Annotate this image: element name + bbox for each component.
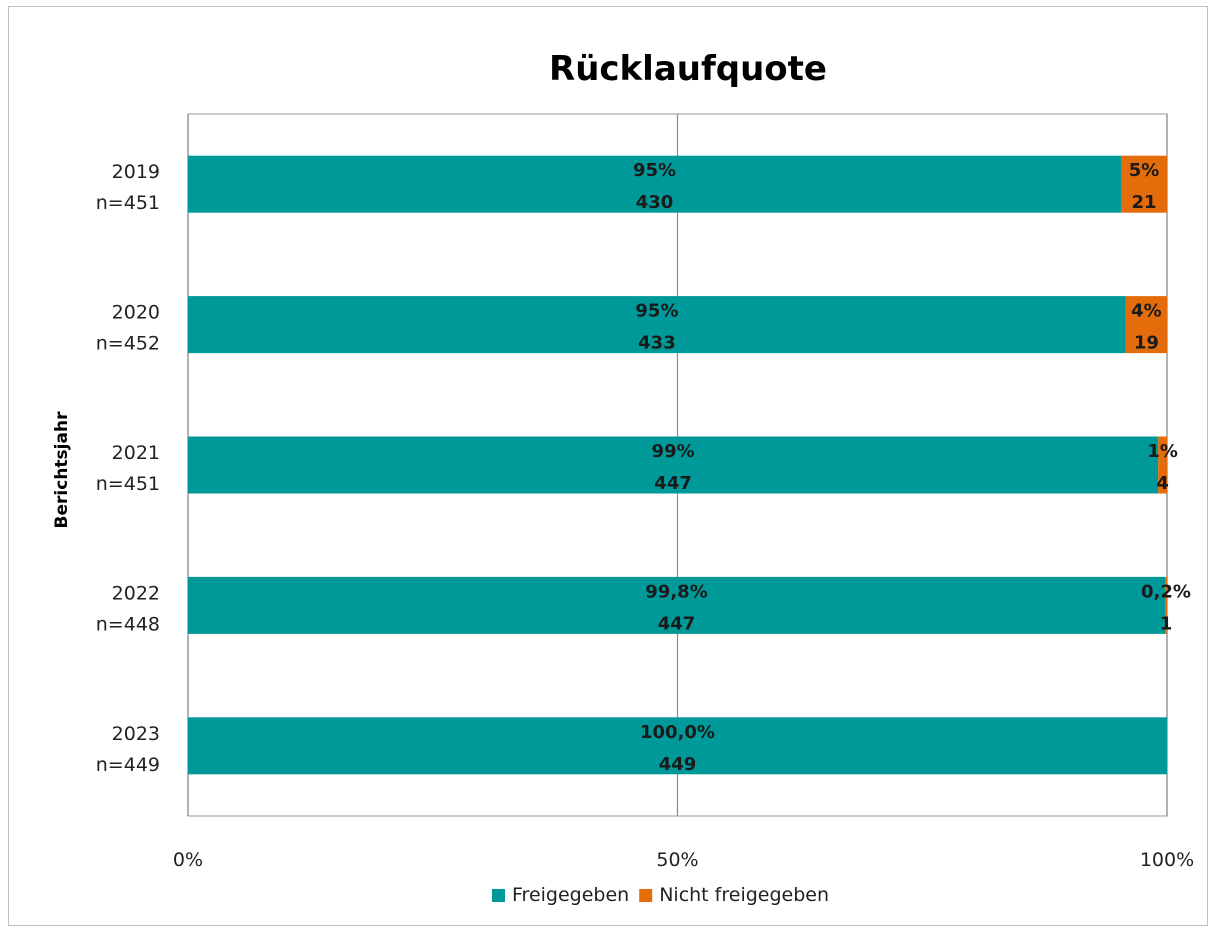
data-label-percent: 1%: [1147, 441, 1178, 462]
legend-label: Freigegeben: [512, 884, 629, 906]
data-label-count: 430: [636, 192, 674, 213]
category-labels: 2019 n=451 2020 n=452 2021 n=451 2022 n=448 2023…: [96, 161, 160, 776]
data-label-count: 1: [1160, 613, 1173, 634]
data-label-count: 21: [1131, 192, 1156, 213]
category-label-year: 2022: [112, 582, 160, 604]
data-label-percent: 95%: [635, 301, 678, 322]
chart-title: Rücklaufquote: [549, 49, 827, 89]
x-tick-label: 0%: [173, 849, 203, 871]
legend: Freigegeben Nicht freigegeben: [492, 884, 829, 906]
data-label-percent: 99%: [652, 441, 695, 462]
category-label-n: n=452: [96, 333, 160, 355]
bars: [188, 155, 1167, 775]
legend-swatch: [639, 889, 653, 902]
data-label-percent: 0,2%: [1141, 581, 1191, 602]
x-tick-label: 100%: [1140, 849, 1194, 871]
category-label-year: 2020: [112, 302, 160, 324]
category-label-n: n=449: [96, 754, 160, 776]
data-label-count: 4: [1156, 473, 1169, 494]
data-label-percent: 95%: [633, 160, 676, 181]
bar-nicht-freigegeben: [1165, 576, 1167, 634]
bar-freigegeben: [188, 155, 1121, 213]
category-label-year: 2021: [112, 442, 160, 464]
data-label-percent: 5%: [1129, 160, 1160, 181]
legend-swatch: [492, 889, 505, 902]
bar-nicht-freigegeben: [1120, 155, 1167, 213]
data-label-percent: 99,8%: [645, 581, 707, 602]
data-label-percent: 100,0%: [640, 722, 715, 743]
data-label-count: 449: [659, 754, 697, 775]
data-label-count: 447: [658, 613, 696, 634]
data-label-count: 19: [1134, 333, 1159, 354]
category-label-n: n=451: [96, 473, 160, 495]
y-axis-label: Berichtsjahr: [52, 411, 72, 529]
bar-nicht-freigegeben: [1158, 436, 1167, 494]
data-label-percent: 4%: [1131, 301, 1162, 322]
data-label-count: 433: [638, 333, 676, 354]
bar-freigegeben: [188, 436, 1159, 494]
x-tick-labels: 0% 50% 100%: [173, 849, 1194, 871]
bar-nicht-freigegeben: [1125, 296, 1167, 354]
category-label-year: 2023: [112, 723, 160, 745]
bar-freigegeben: [188, 717, 1167, 775]
legend-label: Nicht freigegeben: [659, 884, 829, 906]
bar-freigegeben: [188, 296, 1126, 354]
category-label-n: n=451: [96, 192, 160, 214]
data-label-count: 447: [654, 473, 692, 494]
x-tick-label: 50%: [656, 849, 698, 871]
category-label-n: n=448: [96, 613, 160, 635]
category-label-year: 2019: [112, 161, 160, 183]
data-labels: 95% 430 5% 21 95% 433 4% 19 99% 447 1% 4 99,8% 447 0,2…: [633, 160, 1191, 775]
bar-freigegeben: [188, 576, 1166, 634]
